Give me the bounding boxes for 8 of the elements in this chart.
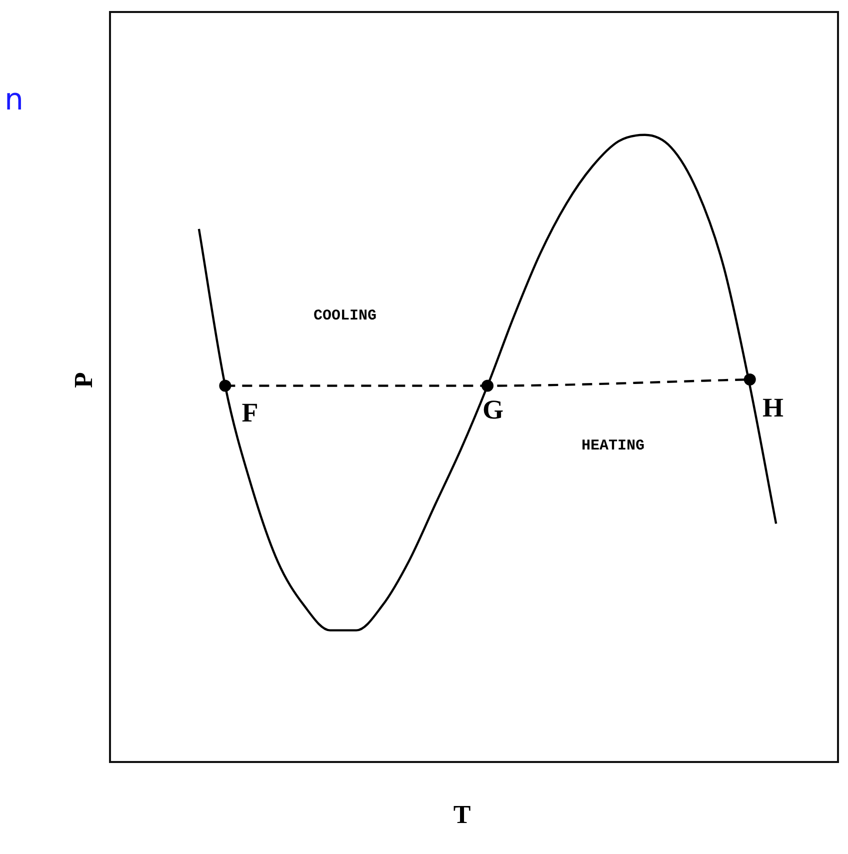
chart-title: n	[4, 82, 24, 118]
y-axis-title: P	[69, 372, 99, 388]
annotation: COOLING	[313, 308, 377, 324]
x-axis-title: T	[453, 800, 471, 830]
annotation: G	[482, 394, 504, 426]
annotation: HEATING	[581, 438, 645, 454]
annotation: F	[242, 398, 258, 428]
annotation: H	[762, 392, 784, 424]
